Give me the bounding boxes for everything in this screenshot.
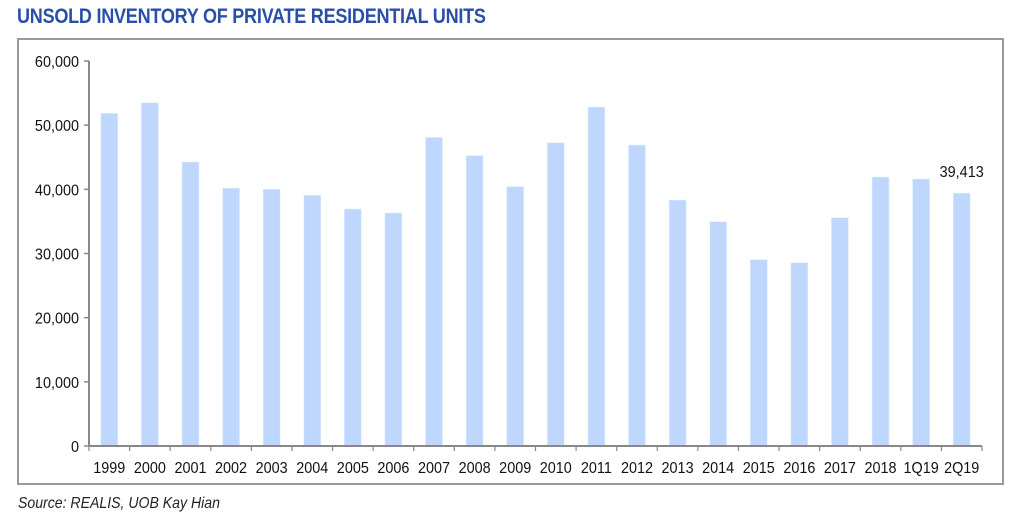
- source-note: Source: REALIS, UOB Kay Hian: [18, 495, 220, 512]
- y-tick-label: 50,000: [35, 118, 79, 136]
- x-tick-label: 2011: [581, 459, 612, 477]
- x-tick-label: 2004: [296, 459, 329, 477]
- x-tick-label: 1999: [93, 459, 125, 477]
- x-tick-label: 2006: [377, 459, 409, 477]
- bar-2012: [628, 144, 646, 447]
- x-tick-label: 2014: [702, 459, 735, 477]
- bar-2017: [831, 217, 849, 447]
- chart-frame: [17, 38, 1004, 485]
- bar-2016: [790, 262, 809, 447]
- axes-group: [84, 60, 983, 451]
- bar-2009: [506, 186, 525, 447]
- y-tick-label: 0: [71, 438, 79, 456]
- bar-2Q19: [952, 192, 971, 447]
- bar-2013: [668, 199, 687, 447]
- bar-2018: [871, 176, 890, 447]
- x-tick-label: 2001: [174, 459, 206, 477]
- x-tick-label: 2017: [824, 459, 856, 477]
- bar-2006: [384, 212, 403, 447]
- x-tick-label: 2003: [256, 459, 288, 477]
- y-tick-label: 30,000: [35, 246, 79, 264]
- x-tick-label: 2005: [337, 459, 369, 477]
- x-tick-label: 2008: [459, 459, 491, 477]
- x-tick-label: 2013: [662, 459, 694, 477]
- y-tick-labels: 0 10,000 20,000 30,000 40,000 50,000 60,000: [35, 53, 79, 456]
- chart-title: UNSOLD INVENTORY OF PRIVATE RESIDENTIAL …: [17, 5, 486, 28]
- x-tick-label: 2002: [215, 459, 247, 477]
- y-tick-label: 20,000: [35, 310, 79, 328]
- bar-1999: [100, 113, 119, 447]
- x-tick-label: 2015: [743, 459, 775, 477]
- x-tick-label: 1Q19: [904, 459, 939, 477]
- bar-2007: [425, 137, 443, 447]
- bar-2010: [546, 142, 565, 447]
- bar-2004: [303, 195, 322, 447]
- bar-2015: [749, 259, 768, 447]
- x-tick-label: 2016: [783, 459, 815, 477]
- bar-2008: [465, 155, 484, 447]
- bar-2011: [587, 106, 606, 447]
- x-tick-labels: 1999 2000 2001 2002 2003 2004 2005 2006 2007 2008…: [93, 459, 979, 477]
- x-tick-label: 2000: [134, 459, 166, 477]
- bar-2002: [222, 187, 240, 447]
- bars-group: [100, 102, 971, 447]
- x-tick-label: 2Q19: [944, 459, 979, 477]
- bar-2005: [343, 208, 362, 447]
- x-tick-label: 2007: [418, 459, 450, 477]
- bar-1Q19: [912, 178, 930, 447]
- bar-2001: [181, 161, 200, 447]
- x-tick-label: 2009: [499, 459, 531, 477]
- bar-2000: [141, 102, 159, 447]
- x-tick-label: 2012: [621, 459, 653, 477]
- bar-2003: [262, 189, 281, 447]
- bar-2014: [709, 221, 728, 447]
- annotations-group: 39,413: [940, 163, 984, 181]
- y-tick-label: 10,000: [35, 374, 79, 392]
- data-label-2Q19: 39,413: [940, 163, 984, 181]
- y-tick-label: 40,000: [35, 182, 79, 200]
- y-tick-label: 60,000: [35, 53, 79, 71]
- x-tick-label: 2010: [540, 459, 572, 477]
- x-tick-label: 2018: [865, 459, 897, 477]
